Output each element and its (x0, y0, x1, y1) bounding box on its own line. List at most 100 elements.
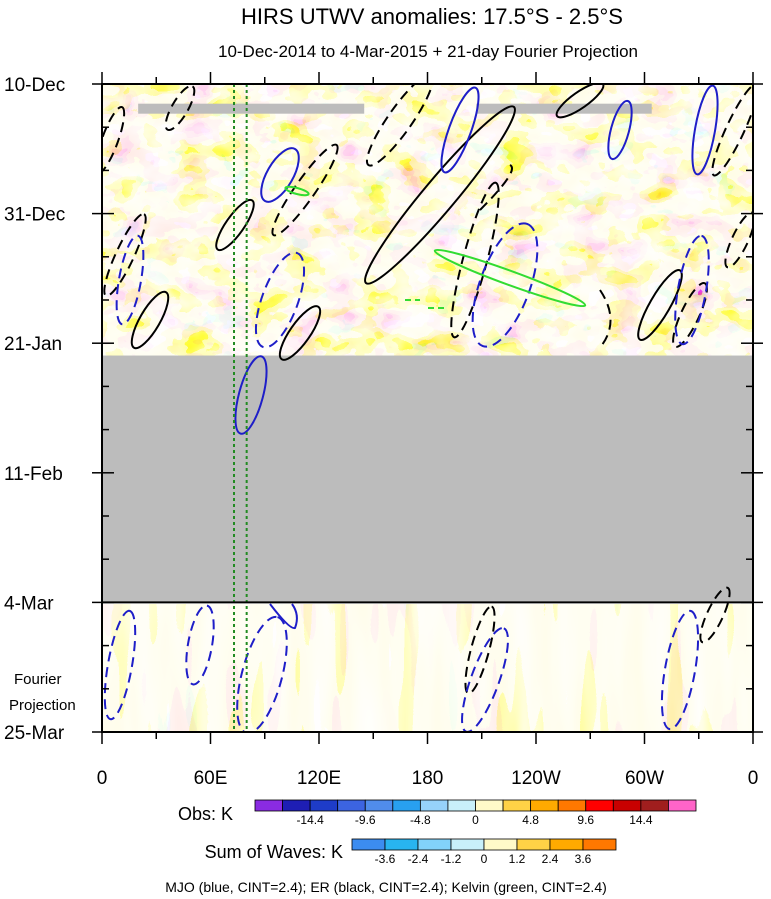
colorbar-tick-label: -4.8 (410, 813, 431, 827)
mjo-contour (440, 86, 480, 174)
x-tick-label: 60E (194, 768, 228, 789)
missing-strip (138, 103, 365, 114)
colorbar-swatch (582, 838, 617, 851)
colorbar-swatch (351, 838, 386, 851)
mjo-contour (254, 251, 306, 349)
mjo-contour (691, 84, 719, 176)
mjo-contour (607, 99, 633, 161)
y-tick-label: 21-Jan (4, 334, 62, 355)
colorbar-tick-label: 4.8 (522, 813, 539, 827)
er-contour (699, 586, 731, 644)
colorbar-swatch (419, 799, 449, 812)
colorbar-swatch (364, 799, 394, 812)
x-tick-label: 120E (297, 768, 341, 789)
colorbar-tick-label: 0 (481, 852, 488, 866)
y-tick-label: 10-Dec (4, 75, 65, 96)
mjo-contour (103, 609, 137, 721)
colorbar-swatch (309, 799, 339, 812)
y-tick-label: 25-Mar (4, 723, 65, 744)
mjo-contour (674, 234, 710, 346)
colorbar-tick-label: -1.2 (441, 852, 462, 866)
er-contour (130, 290, 170, 350)
colorbar-tick-label: -2.4 (408, 852, 429, 866)
colorbar-tick-label: 9.6 (577, 813, 594, 827)
colorbar-swatch (557, 799, 587, 812)
x-tick-label: 60W (625, 768, 664, 789)
er-contour (464, 605, 496, 695)
colorbar-swatch (384, 838, 419, 851)
missing-strip (476, 103, 652, 114)
colorbar-tick-label: -3.6 (375, 852, 396, 866)
colorbar-tick-label: 3.6 (575, 852, 592, 866)
fourier-label-line1: Fourier (14, 671, 62, 688)
colorbar-swatch (585, 799, 614, 812)
er-contour (102, 105, 126, 175)
colorbar-tick-label: 0 (472, 813, 479, 827)
colorbar-tick-label: 14.4 (629, 813, 653, 827)
contour-legend: MJO (blue, CINT=2.4); ER (black, CINT=2.… (165, 879, 607, 895)
er-contour (103, 213, 147, 297)
chart-title: HIRS UTWV anomalies: 17.5°S - 2.5°S (241, 4, 623, 29)
mjo-contour (236, 615, 288, 732)
er-contour (555, 84, 605, 119)
waves-colorbar: -3.6 -2.4 -1.2 0 1.2 2.4 3.6 (351, 838, 617, 866)
er-contour (479, 164, 513, 211)
colorbar-swatch (502, 799, 532, 812)
x-tick-label: 0 (97, 768, 108, 789)
er-contour (215, 198, 255, 252)
x-tick-label: 0 (748, 768, 759, 789)
colorbar-swatch (530, 799, 559, 812)
mjo-contour (260, 147, 300, 203)
er-contour (364, 105, 516, 285)
reference-longitude-lines (233, 84, 248, 732)
colorbar-swatch (640, 799, 669, 812)
mjo-contour (471, 222, 539, 348)
colorbar-swatch (549, 838, 584, 851)
colorbar-swatch (337, 799, 366, 812)
obs-colorbar-label: Obs: K (178, 804, 233, 824)
kelvin-contour (433, 248, 587, 308)
colorbar-tick-label: -14.4 (296, 813, 324, 827)
mjo-contour (185, 604, 215, 686)
kelvin-contours (284, 185, 587, 309)
chart-subtitle: 10-Dec-2014 to 4-Mar-2015 + 21-day Fouri… (218, 42, 638, 61)
colorbar-tick-label: 1.2 (509, 852, 526, 866)
x-axis: 0 60E 120E 180 120W 60W 0 (97, 72, 759, 789)
y-axis: 10-Dec 31-Dec 21-Jan 11-Feb 4-Mar 25-Mar (4, 75, 763, 744)
er-contour (711, 84, 753, 177)
colorbar-swatch (282, 799, 311, 812)
missing-strips (138, 103, 652, 114)
x-tick-label: 120W (511, 768, 561, 789)
colorbar-swatch (516, 838, 551, 851)
colorbar-swatch (447, 799, 476, 812)
colorbar-swatch (417, 838, 452, 851)
y-tick-label: 11-Feb (4, 464, 63, 485)
waves-colorbar-label: Sum of Waves: K (205, 842, 343, 862)
colorbar-swatch (483, 838, 518, 851)
mjo-contour (115, 234, 145, 326)
missing-data-region (102, 355, 753, 603)
fourier-projection-field (102, 604, 753, 732)
mjo-contour (660, 609, 700, 731)
observed-anomaly-field (102, 84, 753, 356)
kelvin-contour (284, 185, 310, 197)
er-contour (672, 282, 708, 348)
y-tick-label: 31-Dec (4, 205, 65, 226)
x-tick-label: 180 (412, 768, 444, 789)
obs-colorbar: -14.4 -9.6 -4.8 0 4.8 9.6 14.4 (254, 799, 697, 827)
colorbar-tick-label: 2.4 (542, 852, 559, 866)
er-contour (599, 289, 612, 346)
mjo-contour (234, 355, 268, 435)
colorbar-tick-label: -9.6 (355, 813, 376, 827)
fourier-label-line2: Projection (9, 697, 76, 714)
er-contour (637, 269, 683, 341)
plot-area (102, 84, 753, 732)
er-contour (365, 84, 435, 167)
er-contour (164, 84, 196, 132)
colorbar-swatch (450, 838, 485, 851)
mjo-contours (103, 84, 719, 732)
er-contour (278, 305, 322, 361)
colorbar-swatch (392, 799, 421, 812)
y-tick-label: 4-Mar (4, 593, 54, 614)
